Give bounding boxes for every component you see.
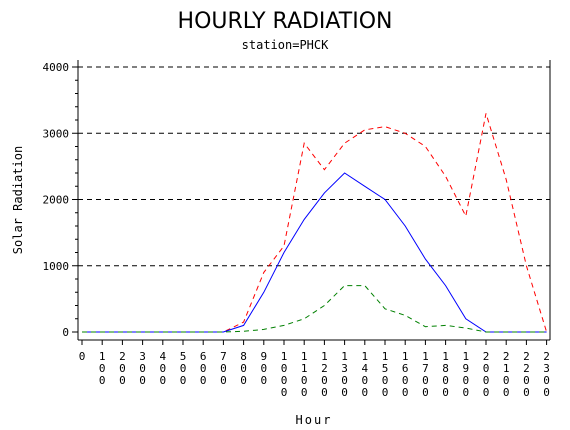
series-lines <box>82 113 548 333</box>
y-axis: 0 1000 2000 3000 4000 <box>43 60 551 340</box>
series-line-1 <box>82 113 548 333</box>
chart-subtitle: station=PHCK <box>242 38 329 52</box>
x-axis-label: Hour <box>296 413 333 427</box>
series-line-3 <box>82 285 547 333</box>
series-line-2 <box>82 172 547 333</box>
gridlines <box>78 66 550 267</box>
y-axis-label: Solar Radiation <box>11 146 25 254</box>
y-tick-label: 1000 <box>43 260 70 273</box>
x-axis: 0 1 0 0 2 0 0 3 0 0 4 0 0 5 0 0 6 0 0 7 0 0 8 0 0 9 0 0 1 0 0 0 1 1 0 0 1 2 0 0… <box>78 339 550 399</box>
y-tick-label: 4000 <box>43 61 70 74</box>
chart-title: HOURLY RADIATION <box>178 9 393 34</box>
y-tick-label: 0 <box>62 326 69 339</box>
x-tick-label: 0 <box>79 350 86 363</box>
y-tick-label: 3000 <box>43 127 70 140</box>
y-tick-label: 2000 <box>43 194 70 207</box>
